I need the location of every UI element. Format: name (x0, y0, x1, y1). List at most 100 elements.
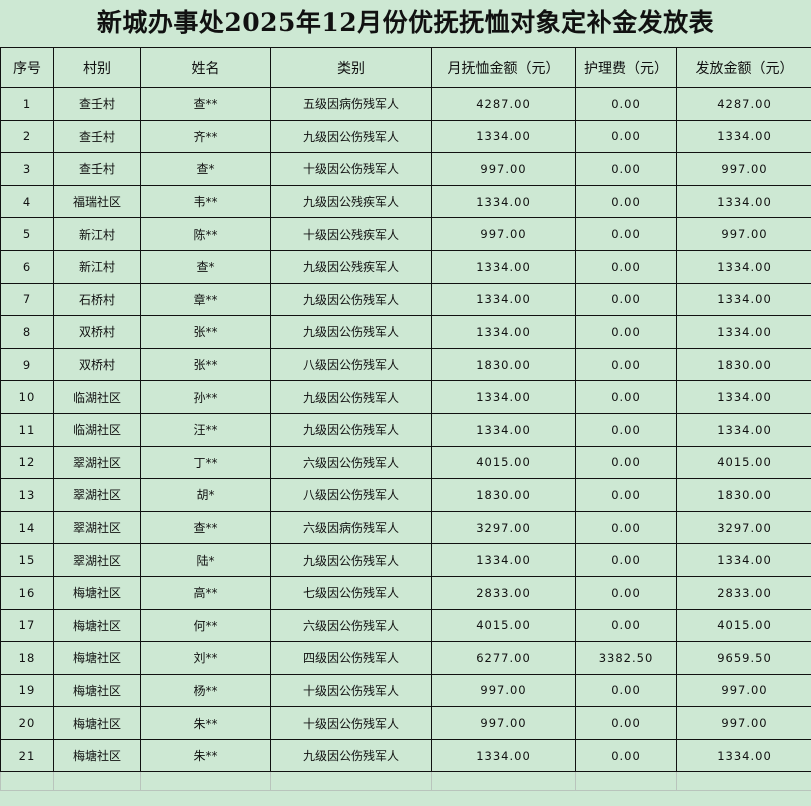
cell-village[interactable]: 临湖社区 (53, 412, 141, 447)
cell-name[interactable]: 陆* (140, 543, 271, 577)
empty-cell[interactable] (270, 771, 432, 792)
cell-index[interactable]: 3 (0, 152, 54, 186)
cell-village[interactable]: 新江村 (53, 249, 141, 284)
cell-nursing-fee[interactable]: 0.00 (575, 380, 677, 414)
cell-monthly-amount[interactable]: 1334.00 (431, 315, 576, 349)
cell-monthly-amount[interactable]: 1334.00 (431, 184, 576, 219)
cell-payout-amount[interactable]: 1334.00 (676, 249, 811, 284)
empty-cell[interactable] (575, 771, 677, 792)
cell-category[interactable]: 十级因公伤残军人 (270, 673, 432, 708)
cell-index[interactable]: 19 (0, 673, 54, 708)
cell-category[interactable]: 五级因病伤残军人 (270, 87, 432, 121)
cell-category[interactable]: 六级因病伤残军人 (270, 510, 432, 545)
cell-index[interactable]: 17 (0, 608, 54, 643)
cell-nursing-fee[interactable]: 0.00 (575, 87, 677, 121)
cell-payout-amount[interactable]: 1334.00 (676, 380, 811, 414)
cell-monthly-amount[interactable]: 1334.00 (431, 543, 576, 577)
cell-monthly-amount[interactable]: 1830.00 (431, 347, 576, 382)
cell-monthly-amount[interactable]: 997.00 (431, 217, 576, 251)
cell-index[interactable]: 15 (0, 543, 54, 577)
cell-monthly-amount[interactable]: 1334.00 (431, 119, 576, 154)
cell-nursing-fee[interactable]: 0.00 (575, 445, 677, 480)
cell-index[interactable]: 6 (0, 249, 54, 284)
cell-village[interactable]: 梅塘社区 (53, 641, 141, 675)
cell-monthly-amount[interactable]: 1830.00 (431, 478, 576, 512)
cell-payout-amount[interactable]: 1334.00 (676, 315, 811, 349)
cell-name[interactable]: 查* (140, 249, 271, 284)
cell-nursing-fee[interactable]: 0.00 (575, 315, 677, 349)
cell-payout-amount[interactable]: 1334.00 (676, 543, 811, 577)
cell-payout-amount[interactable]: 997.00 (676, 706, 811, 740)
cell-name[interactable]: 陈** (140, 217, 271, 251)
header-index[interactable]: 序号 (0, 47, 54, 88)
cell-payout-amount[interactable]: 3297.00 (676, 510, 811, 545)
cell-monthly-amount[interactable]: 1334.00 (431, 380, 576, 414)
cell-index[interactable]: 9 (0, 347, 54, 382)
cell-name[interactable]: 韦** (140, 184, 271, 219)
cell-monthly-amount[interactable]: 997.00 (431, 673, 576, 708)
cell-category[interactable]: 八级因公伤残军人 (270, 347, 432, 382)
cell-village[interactable]: 双桥村 (53, 347, 141, 382)
cell-payout-amount[interactable]: 997.00 (676, 152, 811, 186)
cell-monthly-amount[interactable]: 997.00 (431, 152, 576, 186)
cell-name[interactable]: 查** (140, 87, 271, 121)
cell-payout-amount[interactable]: 1334.00 (676, 282, 811, 317)
cell-index[interactable]: 14 (0, 510, 54, 545)
cell-village[interactable]: 临湖社区 (53, 380, 141, 414)
cell-nursing-fee[interactable]: 0.00 (575, 152, 677, 186)
cell-payout-amount[interactable]: 4015.00 (676, 608, 811, 643)
cell-nursing-fee[interactable]: 0.00 (575, 543, 677, 577)
cell-payout-amount[interactable]: 1830.00 (676, 478, 811, 512)
cell-payout-amount[interactable]: 1830.00 (676, 347, 811, 382)
cell-index[interactable]: 7 (0, 282, 54, 317)
cell-name[interactable]: 刘** (140, 641, 271, 675)
cell-name[interactable]: 何** (140, 608, 271, 643)
cell-nursing-fee[interactable]: 0.00 (575, 738, 677, 773)
cell-nursing-fee[interactable]: 3382.50 (575, 641, 677, 675)
cell-payout-amount[interactable]: 1334.00 (676, 412, 811, 447)
cell-monthly-amount[interactable]: 4015.00 (431, 445, 576, 480)
empty-cell[interactable] (431, 771, 576, 792)
cell-monthly-amount[interactable]: 2833.00 (431, 575, 576, 610)
cell-payout-amount[interactable]: 2833.00 (676, 575, 811, 610)
cell-name[interactable]: 汪** (140, 412, 271, 447)
cell-payout-amount[interactable]: 4287.00 (676, 87, 811, 121)
cell-name[interactable]: 高** (140, 575, 271, 610)
cell-name[interactable]: 丁** (140, 445, 271, 480)
cell-monthly-amount[interactable]: 1334.00 (431, 738, 576, 773)
cell-nursing-fee[interactable]: 0.00 (575, 673, 677, 708)
cell-payout-amount[interactable]: 1334.00 (676, 738, 811, 773)
cell-nursing-fee[interactable]: 0.00 (575, 184, 677, 219)
cell-village[interactable]: 翠湖社区 (53, 510, 141, 545)
cell-category[interactable]: 九级因公伤残军人 (270, 543, 432, 577)
header-category[interactable]: 类别 (270, 47, 432, 88)
cell-payout-amount[interactable]: 4015.00 (676, 445, 811, 480)
cell-index[interactable]: 1 (0, 87, 54, 121)
cell-index[interactable]: 20 (0, 706, 54, 740)
cell-monthly-amount[interactable]: 6277.00 (431, 641, 576, 675)
cell-index[interactable]: 11 (0, 412, 54, 447)
cell-nursing-fee[interactable]: 0.00 (575, 347, 677, 382)
cell-village[interactable]: 新江村 (53, 217, 141, 251)
cell-monthly-amount[interactable]: 4015.00 (431, 608, 576, 643)
cell-payout-amount[interactable]: 9659.50 (676, 641, 811, 675)
cell-name[interactable]: 齐** (140, 119, 271, 154)
cell-name[interactable]: 杨** (140, 673, 271, 708)
cell-village[interactable]: 石桥村 (53, 282, 141, 317)
cell-name[interactable]: 查* (140, 152, 271, 186)
cell-index[interactable]: 21 (0, 738, 54, 773)
cell-category[interactable]: 十级因公残疾军人 (270, 217, 432, 251)
cell-village[interactable]: 梅塘社区 (53, 706, 141, 740)
cell-village[interactable]: 梅塘社区 (53, 738, 141, 773)
cell-village[interactable]: 查壬村 (53, 152, 141, 186)
cell-nursing-fee[interactable]: 0.00 (575, 608, 677, 643)
cell-category[interactable]: 十级因公伤残军人 (270, 706, 432, 740)
cell-category[interactable]: 六级因公伤残军人 (270, 445, 432, 480)
header-monthly-amount[interactable]: 月抚恤金额（元） (431, 47, 576, 88)
cell-monthly-amount[interactable]: 3297.00 (431, 510, 576, 545)
cell-category[interactable]: 七级因公伤残军人 (270, 575, 432, 610)
cell-nursing-fee[interactable]: 0.00 (575, 412, 677, 447)
empty-cell[interactable] (140, 771, 271, 792)
header-nursing-fee[interactable]: 护理费（元） (575, 47, 677, 88)
cell-category[interactable]: 九级因公伤残军人 (270, 738, 432, 773)
